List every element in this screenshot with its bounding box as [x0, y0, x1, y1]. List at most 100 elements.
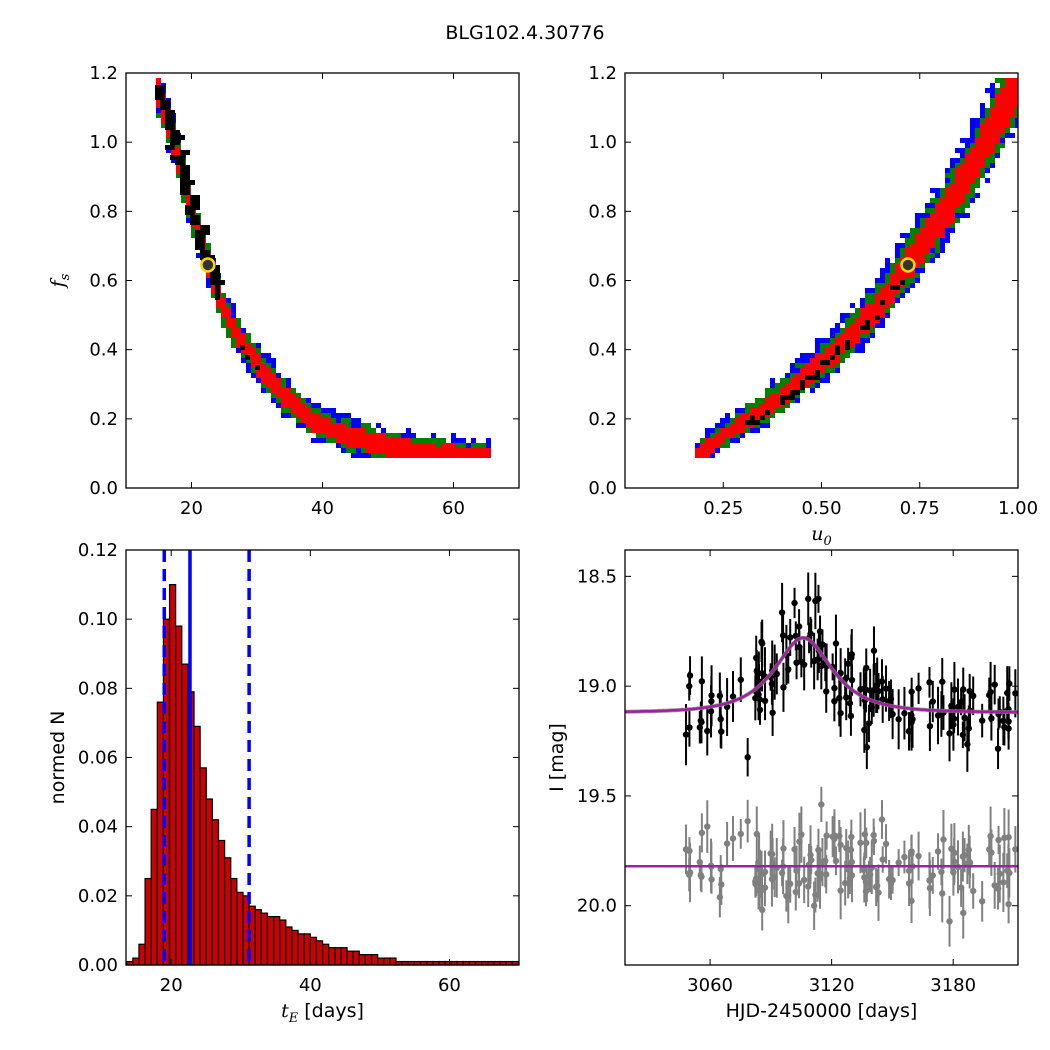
data-point — [769, 709, 776, 716]
heatmap-cell — [476, 453, 481, 458]
heatmap-cell — [825, 348, 830, 353]
heatmap-cell — [216, 298, 221, 303]
heatmap-cell — [406, 453, 411, 458]
heatmap-cell — [1005, 113, 1010, 118]
heatmap-cell — [231, 313, 236, 318]
heatmap-cell — [885, 283, 890, 288]
heatmap-cell — [930, 223, 935, 228]
heatmap-cell — [456, 448, 461, 453]
heatmap-cell — [970, 183, 975, 188]
heatmap-cell — [431, 453, 436, 458]
heatmap-cell — [790, 363, 795, 368]
heatmap-cell — [960, 208, 965, 213]
data-point — [961, 714, 968, 722]
heatmap-cell — [486, 448, 491, 453]
heatmap-cell — [995, 108, 1000, 113]
heatmap-cell — [446, 448, 451, 453]
best-cell — [240, 345, 245, 350]
heatmap-cell — [965, 138, 970, 143]
best-cell — [750, 415, 755, 420]
heatmap-cell — [960, 168, 965, 173]
heatmap-cell — [416, 448, 421, 453]
heatmap-cell — [820, 373, 825, 378]
heatmap-cell — [376, 438, 381, 443]
x-tick-label: 0.50 — [801, 498, 841, 519]
heatmap-cell — [950, 198, 955, 203]
heatmap-cell — [825, 353, 830, 358]
heatmap-cell — [870, 328, 875, 333]
heatmap-cell — [446, 443, 451, 448]
heatmap-cell — [905, 273, 910, 278]
heatmap-cell — [765, 403, 770, 408]
best-cell — [755, 420, 760, 425]
heatmap-cell — [975, 158, 980, 163]
heatmap-cell — [725, 423, 730, 428]
heatmap-cell — [850, 328, 855, 333]
heatmap-cell — [780, 403, 785, 408]
heatmap-cell — [930, 228, 935, 233]
heatmap-cell — [406, 443, 411, 448]
heatmap-cell — [800, 358, 805, 363]
heatmap-cell — [456, 438, 461, 443]
heatmap-cell — [481, 443, 486, 448]
heatmap-cell — [925, 203, 930, 208]
residual-point — [950, 858, 958, 865]
heatmap-cell — [231, 343, 236, 348]
heatmap-cell — [321, 438, 326, 443]
heatmap-cell — [431, 448, 436, 453]
heatmap-cell — [760, 418, 765, 423]
heatmap-cell — [995, 93, 1000, 98]
heatmap-cell — [261, 353, 266, 358]
heatmap-cell — [770, 408, 775, 413]
heatmap-cell — [990, 153, 995, 158]
heatmap-cell — [246, 368, 251, 373]
y-tick-label: 0.6 — [89, 271, 118, 292]
heatmap-cell — [331, 433, 336, 438]
heatmap-cell — [795, 378, 800, 383]
heatmap-cell — [985, 138, 990, 143]
heatmap-cell — [421, 438, 426, 443]
data-point — [805, 595, 812, 603]
heatmap-cell — [471, 453, 476, 458]
heatmap-cell — [735, 413, 740, 418]
heatmap-cell — [795, 398, 800, 403]
heatmap-cell — [376, 448, 381, 453]
heatmap-cell — [990, 163, 995, 168]
heatmap-cell — [960, 153, 965, 158]
heatmap-cell — [241, 353, 246, 358]
heatmap-cell — [436, 443, 441, 448]
heatmap-cell — [241, 333, 246, 338]
heatmap-cell — [286, 393, 291, 398]
heatmap-cell — [995, 78, 1000, 83]
heatmap-cell — [336, 443, 341, 448]
heatmap-cell — [371, 428, 376, 433]
heatmap-cell — [366, 438, 371, 443]
residual-point — [915, 852, 922, 860]
best-cell — [215, 295, 220, 300]
heatmap-cell — [251, 358, 256, 363]
heatmap-cell — [910, 253, 915, 258]
heatmap-cell — [940, 198, 945, 203]
heatmap-cell — [950, 193, 955, 198]
heatmap-cell — [720, 418, 725, 423]
residual-point — [995, 836, 1002, 844]
heatmap-cell — [730, 433, 735, 438]
heatmap-cell — [825, 363, 830, 368]
heatmap-cell — [785, 373, 790, 378]
heatmap-cell — [266, 373, 271, 378]
heatmap-cell — [755, 423, 760, 428]
heatmap-cell — [860, 338, 865, 343]
data-point — [889, 710, 896, 718]
heatmap-cell — [236, 323, 241, 328]
heatmap-cell — [715, 443, 720, 448]
heatmap-cell — [396, 433, 401, 438]
heatmap-cell — [1000, 123, 1005, 128]
heatmap-cell — [745, 403, 750, 408]
heatmap-cell — [790, 383, 795, 388]
heatmap-cell — [261, 383, 266, 388]
heatmap-cell — [990, 118, 995, 123]
heatmap-cell — [810, 363, 815, 368]
heatmap-cell — [381, 438, 386, 443]
heatmap-cell — [186, 218, 191, 223]
heatmap-cell — [940, 243, 945, 248]
